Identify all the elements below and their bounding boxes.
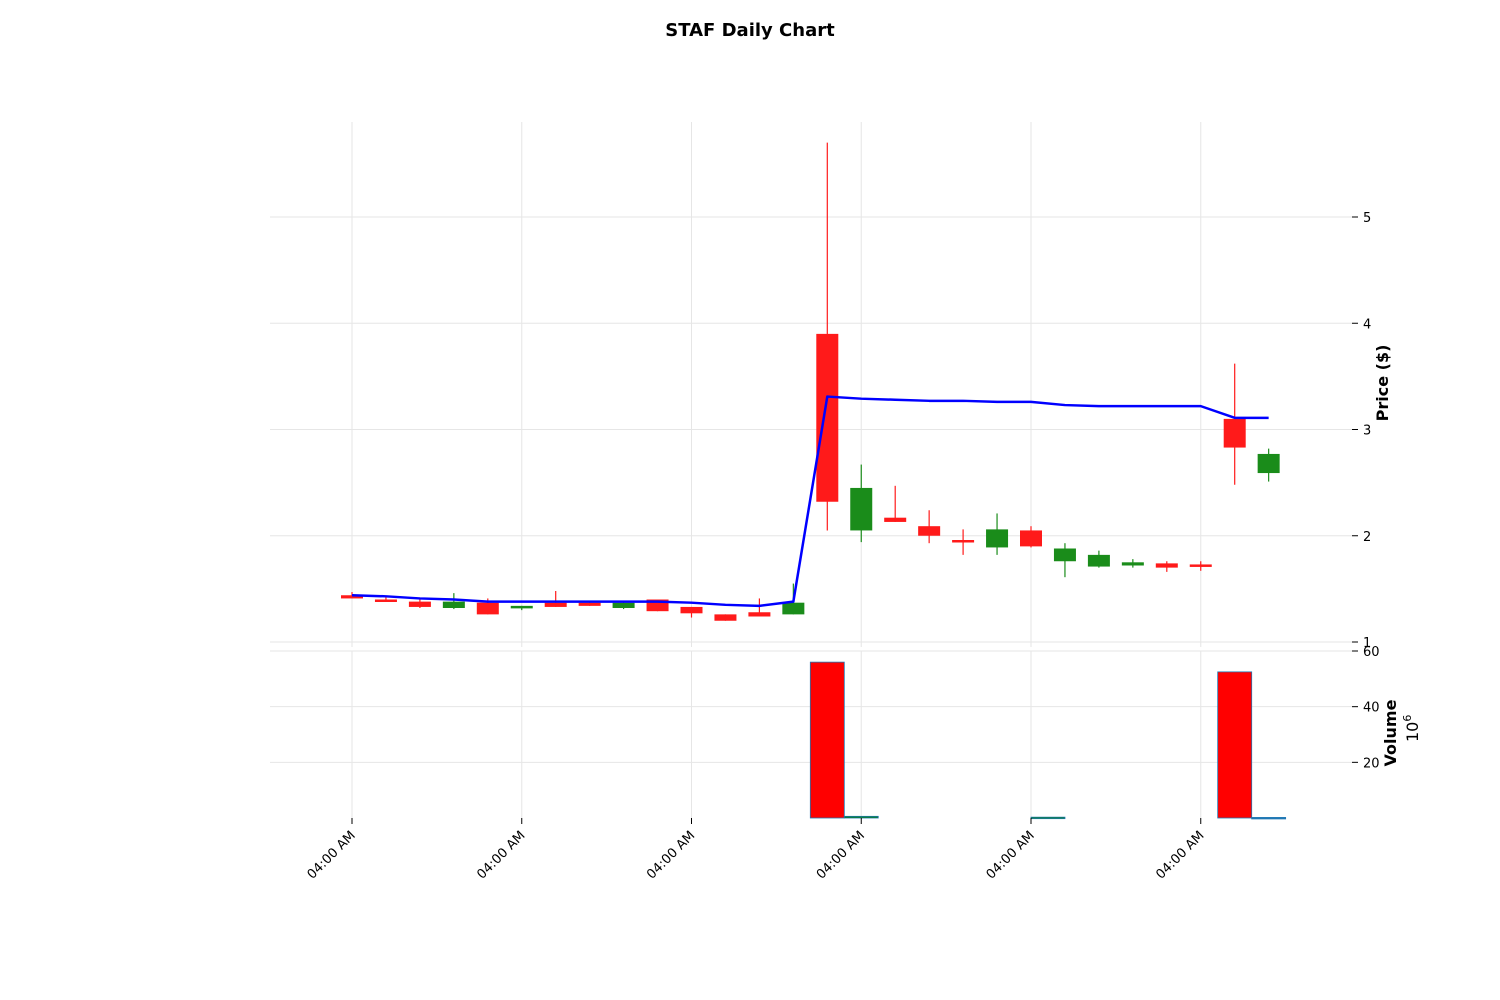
volume-bars xyxy=(809,661,1287,820)
x-tick-label: 04:00 AM xyxy=(474,828,528,882)
candle xyxy=(1189,561,1212,571)
candle-body xyxy=(341,595,363,599)
candle xyxy=(714,614,737,621)
candle xyxy=(442,593,465,610)
candle-body xyxy=(646,599,669,612)
candle-body xyxy=(952,540,975,543)
volume-multiplier: 106 xyxy=(1401,715,1422,742)
candle-body xyxy=(1257,453,1280,474)
x-tick-label: 04:00 AM xyxy=(644,828,698,882)
candle-body xyxy=(578,602,601,606)
candle xyxy=(952,529,975,555)
svg-text:106: 106 xyxy=(1401,715,1422,742)
candle-body xyxy=(408,601,431,607)
candle xyxy=(986,513,1009,555)
price-axis-label: Price ($) xyxy=(1373,345,1392,422)
volume-bar xyxy=(1217,671,1253,819)
volume-tick-label: 20 xyxy=(1363,756,1380,771)
candle-body xyxy=(850,487,873,531)
candle xyxy=(1257,448,1280,482)
candle xyxy=(408,599,431,608)
moving-average-group xyxy=(351,395,1269,608)
candle-body xyxy=(476,602,499,615)
candle-body xyxy=(918,526,941,536)
x-tick-label: 04:00 AM xyxy=(814,828,868,882)
candle xyxy=(510,605,533,611)
candle-body xyxy=(714,614,737,621)
price-tick-label: 1 xyxy=(1363,636,1371,651)
volume-multiplier-base: 10 xyxy=(1403,722,1422,742)
candle xyxy=(748,598,771,617)
candle-body xyxy=(1155,563,1178,568)
candle-body xyxy=(1053,548,1076,562)
price-tick-label: 4 xyxy=(1363,317,1371,332)
candle-body xyxy=(374,599,397,602)
volume-bar xyxy=(1251,817,1287,820)
volume-tick-label: 40 xyxy=(1363,701,1380,716)
volume-tick-label: 60 xyxy=(1363,645,1380,660)
candle-body xyxy=(1087,554,1110,567)
candle-body xyxy=(544,602,567,607)
volume-bar xyxy=(843,815,879,819)
candle xyxy=(1223,363,1246,485)
candle xyxy=(1087,550,1110,568)
chart-title: STAF Daily Chart xyxy=(665,20,835,41)
candle xyxy=(680,606,703,618)
volume-multiplier-exponent: 6 xyxy=(1401,715,1414,722)
candle xyxy=(1121,559,1144,568)
x-tick-label: 04:00 AM xyxy=(305,828,359,882)
x-tick-label: 04:00 AM xyxy=(1153,828,1207,882)
x-tick-label: 04:00 AM xyxy=(984,828,1038,882)
candle xyxy=(816,142,839,531)
candle-body xyxy=(748,612,771,617)
candle xyxy=(544,591,567,607)
candle xyxy=(884,485,907,522)
price-tick-label: 2 xyxy=(1363,530,1371,545)
candles xyxy=(341,142,1280,621)
volume-grid xyxy=(270,650,1352,818)
candle-body xyxy=(1189,564,1212,567)
candle-body xyxy=(1121,562,1144,566)
volume-bar xyxy=(809,661,845,819)
candle-body xyxy=(510,605,533,609)
candle-body xyxy=(1020,530,1042,547)
candle-body xyxy=(816,333,839,502)
candle xyxy=(1020,526,1042,548)
volume-y-ticks: 20 40 60 xyxy=(1352,645,1380,771)
x-ticks: 04:00 AM 04:00 AM 04:00 AM 04:00 AM 04:00 AM… xyxy=(305,818,1208,882)
volume-bar xyxy=(1030,816,1066,820)
candle xyxy=(1053,543,1076,578)
candle-body xyxy=(612,602,635,608)
price-tick-label: 3 xyxy=(1363,424,1371,439)
volume-axis-label: Volume xyxy=(1381,699,1400,766)
candle-body xyxy=(1223,418,1246,448)
candle-body xyxy=(782,602,805,615)
price-tick-label: 5 xyxy=(1363,211,1371,226)
candle-body xyxy=(986,529,1009,548)
price-y-ticks: 1 2 3 4 5 xyxy=(1352,211,1371,651)
price-grid xyxy=(270,122,1352,647)
candle-body xyxy=(884,517,907,522)
moving-average-line xyxy=(351,395,1269,608)
candle xyxy=(850,464,873,543)
candle xyxy=(1155,561,1178,572)
candle-body xyxy=(680,606,703,614)
candle-body xyxy=(442,601,465,608)
candle xyxy=(918,510,941,544)
candle xyxy=(374,597,397,602)
